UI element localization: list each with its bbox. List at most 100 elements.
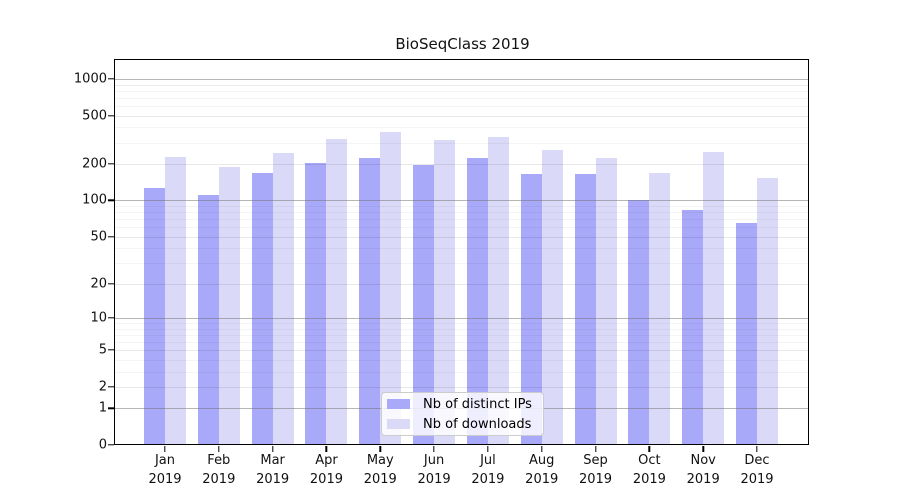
x-tick-mark [164,446,166,452]
bar-downloads-feb [218,166,240,445]
y-tick-mark [108,444,114,446]
gridline [115,84,809,86]
gridline [115,90,809,92]
bar-distinct-ips-nov [682,209,704,445]
gridline [115,212,809,214]
y-tick-label: 1000 [73,71,107,87]
bar-downloads-jun [434,140,456,445]
y-tick-mark [108,407,114,409]
x-tick-mark [594,446,597,452]
gridline [115,317,809,319]
gridline [115,205,809,207]
y-tick-mark [108,282,114,285]
legend-label-downloads: Nb of downloads [423,416,532,432]
x-tick-label: Sep 2019 [578,453,613,487]
x-tick-label: Oct 2019 [632,453,666,487]
x-tick-mark [487,446,489,452]
gridline [115,227,809,229]
gridline [115,341,809,343]
x-tick-mark [648,446,651,452]
gridline [115,263,809,265]
bar-downloads-oct [649,172,671,445]
legend-label-distinct-ips: Nb of distinct IPs [423,396,532,412]
bar-distinct-ips-sep [574,174,596,445]
y-tick-mark [108,235,114,238]
gridline [115,386,809,388]
gridline [115,164,809,165]
bar-distinct-ips-feb [197,194,219,445]
bar-distinct-ips-aug [520,174,542,445]
x-tick-mark [433,446,435,452]
y-tick-label: 2 [98,379,107,395]
bar-distinct-ips-dec [736,223,757,445]
x-tick-label: Jul 2019 [471,453,505,487]
gridline [115,283,809,285]
x-tick-mark [702,446,704,452]
gridline [115,248,809,250]
gridline [115,105,809,107]
bar-distinct-ips-mar [251,173,273,445]
y-tick-label: 10 [90,310,107,326]
bar-downloads-sep [595,158,617,445]
bar-distinct-ips-may [359,158,381,445]
gridline [115,127,809,129]
y-tick-mark [108,386,114,388]
x-tick-mark [756,446,758,452]
bar-distinct-ips-oct [628,200,650,445]
bar-downloads-dec [757,178,778,445]
x-tick-mark [271,446,274,452]
bar-distinct-ips-jul [466,158,488,445]
gridline [115,322,809,324]
x-tick-label: Jan 2019 [148,453,182,487]
gridline [115,359,809,361]
x-tick-label: Mar 2019 [256,453,290,487]
y-tick-label: 0 [98,437,107,453]
legend: Nb of distinct IPs Nb of downloads [381,392,544,436]
y-tick-label: 5 [98,342,107,358]
legend-swatch-distinct-ips-icon [387,399,410,409]
gridline [115,350,809,352]
y-tick-label: 1 [98,400,107,416]
y-tick-label: 20 [90,276,107,292]
bar-distinct-ips-jan [144,187,165,445]
gridline [115,236,809,238]
y-tick-label: 50 [90,229,107,245]
legend-swatch-downloads-icon [387,419,410,429]
chart-title: BioSeqClass 2019 [395,35,530,53]
gridline [115,371,809,373]
bar-downloads-mar [272,152,294,445]
bar-downloads-may [380,132,402,445]
bar-downloads-jul [487,136,509,445]
y-tick-mark [108,349,114,351]
y-tick-mark [108,114,114,117]
legend-row-downloads: Nb of downloads [387,416,537,433]
gridline [115,142,809,144]
x-tick-mark [541,446,543,452]
x-tick-label: Apr 2019 [309,453,343,487]
x-tick-label: Aug 2019 [525,453,559,487]
bar-downloads-aug [541,149,563,445]
bar-distinct-ips-jun [413,165,435,445]
gridline [115,97,809,99]
x-tick-label: May 2019 [363,453,397,487]
y-tick-label: 200 [82,156,107,172]
x-tick-label: Nov 2019 [686,453,720,487]
x-tick-label: Jun 2019 [417,453,451,487]
y-tick-mark [108,163,114,165]
x-tick-label: Feb 2019 [202,453,236,487]
gridline [115,219,809,221]
y-tick-mark [108,199,114,202]
y-tick-mark [108,78,114,80]
y-tick-label: 500 [82,108,107,124]
x-tick-mark [218,446,220,452]
y-tick-mark [108,317,114,319]
x-tick-mark [379,446,381,452]
bar-downloads-apr [326,139,348,445]
bar-distinct-ips-apr [305,163,327,445]
y-tick-label: 100 [82,192,107,208]
gridline [115,84,809,86]
gridline [115,78,809,80]
